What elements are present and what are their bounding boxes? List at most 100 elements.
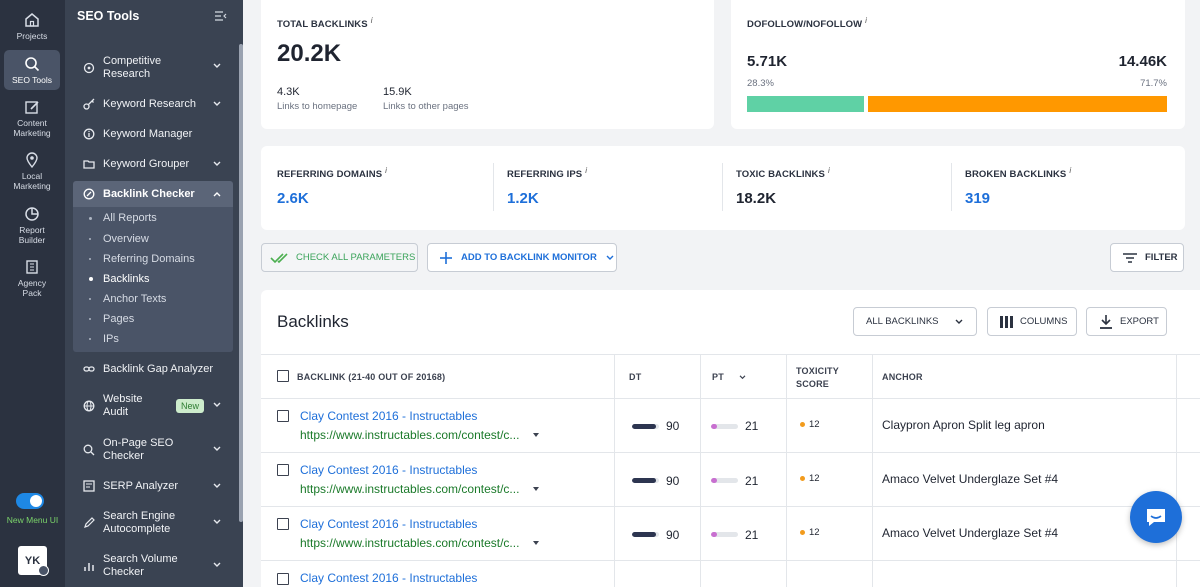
backlink-title-link[interactable]: Clay Contest 2016 - Instructables [300,409,478,423]
rail-label: Projects [16,31,48,41]
rail-item-agency-pack[interactable]: Agency Pack [4,259,60,299]
export-button[interactable]: EXPORT [1086,307,1167,336]
button-label: FILTER [1145,252,1178,263]
sidebar-item-backlink-gap-analyzer[interactable]: Backlink Gap Analyzer [73,362,233,376]
column-header-anchor[interactable]: ANCHOR [882,372,923,382]
stat-value-broken-backlinks[interactable]: 319 [965,190,991,207]
rail-item-seo-tools[interactable]: SEO Tools [4,50,60,90]
table-divider [261,398,1200,399]
column-divider [786,355,787,587]
sidebar-item-search-engine-autocomplete[interactable]: Search Engine Autocomplete [73,509,233,537]
dofollow-percent: 28.3% [747,78,774,89]
chevron-down-icon [955,319,963,324]
submenu-anchor-texts[interactable]: Anchor Texts [103,293,167,305]
sidebar-item-label: Backlink Checker [103,188,195,200]
url-dropdown-caret-icon[interactable] [533,541,539,545]
button-label: EXPORT [1120,316,1159,327]
stat-value-referring-domains[interactable]: 2.6K [277,190,309,207]
bullet [89,217,92,220]
stat-value-referring-ips[interactable]: 1.2K [507,190,539,207]
toxicity-score: 12 [809,473,820,484]
new-menu-toggle[interactable] [16,493,44,509]
sidebar-item-keyword-manager[interactable]: Keyword Manager [73,127,233,141]
dt-bar-fill [632,424,657,429]
dofollow-nofollow-label: DOFOLLOW/NOFOLLOW i [747,16,868,31]
url-dropdown-caret-icon[interactable] [533,433,539,437]
column-header-pt[interactable]: PT [712,372,746,382]
settings-gear-icon[interactable] [38,565,49,576]
sidebar-item-keyword-research[interactable]: Keyword Research [73,97,233,111]
bullet [89,318,91,320]
url-dropdown-caret-icon[interactable] [533,487,539,491]
info-icon[interactable]: i [1069,166,1072,175]
sidebar-item-backlink-checker[interactable]: Backlink Checker [73,181,233,207]
filter-button[interactable]: FILTER [1110,243,1184,272]
bullet [89,238,91,240]
all-backlinks-select[interactable]: ALL BACKLINKS [853,307,977,336]
sidebar-scrollbar[interactable] [239,44,243,522]
sidebar-item-label: Keyword Manager [103,128,193,140]
submenu-pages[interactable]: Pages [103,313,135,325]
add-to-backlink-monitor-button[interactable]: ADD TO BACKLINK MONITOR [427,243,617,272]
rail-item-local-marketing[interactable]: Local Marketing [4,152,60,192]
pt-bar [711,532,738,537]
backlink-title-link[interactable]: Clay Contest 2016 - Instructables [300,463,478,477]
info-icon[interactable]: i [585,166,588,175]
pt-bar-fill [711,532,717,537]
sidebar-item-on-page-seo-checker[interactable]: On-Page SEO Checker [73,436,233,464]
sidebar-item-search-volume-checker[interactable]: Search Volume Checker [73,552,233,580]
row-checkbox[interactable] [277,464,289,476]
submenu-all-reports[interactable]: All Reports [103,212,157,224]
info-icon[interactable]: i [370,16,373,25]
info-icon[interactable]: i [865,16,868,25]
submenu-referring-domains[interactable]: Referring Domains [103,253,195,265]
link-icon [83,188,95,200]
column-header-dt[interactable]: DT [629,372,642,382]
backlink-title-link[interactable]: Clay Contest 2016 - Instructables [300,517,478,531]
row-checkbox[interactable] [277,573,289,585]
chevron-down-icon [213,63,221,68]
sidebar-item-website-audit[interactable]: Website Audit [73,392,233,420]
row-checkbox[interactable] [277,518,289,530]
button-label: ADD TO BACKLINK MONITOR [461,252,597,263]
info-icon[interactable]: i [385,166,388,175]
button-label: COLUMNS [1020,316,1068,327]
rail-item-content-marketing[interactable]: Content Marketing [4,99,60,139]
rail-item-projects[interactable]: Projects [4,12,60,44]
chat-support-button[interactable] [1130,491,1182,543]
backlink-title-link[interactable]: Clay Contest 2016 - Instructables [300,571,478,585]
sidebar-item-competitive-research[interactable]: Competitive Research [73,54,233,82]
sidebar-item-keyword-grouper[interactable]: Keyword Grouper [73,157,233,171]
select-all-checkbox[interactable] [277,370,289,382]
toxicity-dot [800,530,805,535]
collapse-menu-icon[interactable] [215,11,227,21]
sidebar-item-serp-analyzer[interactable]: SERP Analyzer [73,479,233,493]
backlink-url-link[interactable]: https://www.instructables.com/contest/c.… [300,482,520,496]
submenu-ips[interactable]: IPs [103,333,119,345]
sidebar-item-label: SERP Analyzer [103,480,179,492]
info-icon[interactable]: i [827,166,830,175]
anchor-text: Claypron Apron Split leg apron [882,418,1045,432]
submenu-overview[interactable]: Overview [103,233,149,245]
dofollow-nofollow-bar [747,96,1167,112]
rail-item-report-builder[interactable]: Report Builder [4,206,60,246]
dt-bar [632,532,659,537]
row-checkbox[interactable] [277,410,289,422]
link-chain-icon [83,366,95,372]
backlink-url-link[interactable]: https://www.instructables.com/contest/c.… [300,428,520,442]
row-divider [261,560,1200,561]
bar-chart-icon [84,563,94,571]
check-all-parameters-button[interactable]: CHECK ALL PARAMETERS [261,243,418,272]
chevron-down-icon [213,483,221,488]
folder-icon [83,160,95,169]
dt-value: 90 [666,474,680,488]
bullet [89,338,91,340]
row-divider [261,506,1200,507]
columns-button[interactable]: COLUMNS [987,307,1077,336]
stat-label-broken-backlinks: BROKEN BACKLINKS i [965,166,1072,181]
submenu-backlinks[interactable]: Backlinks [103,273,150,285]
backlink-url-link[interactable]: https://www.instructables.com/contest/c.… [300,536,520,550]
sidebar-item-label: On-Page SEO [103,437,174,449]
column-header-toxicity-score[interactable]: TOXICITY SCORE [796,366,839,389]
column-header-backlink[interactable]: BACKLINK (21-40 OUT OF 20168) [297,372,446,382]
